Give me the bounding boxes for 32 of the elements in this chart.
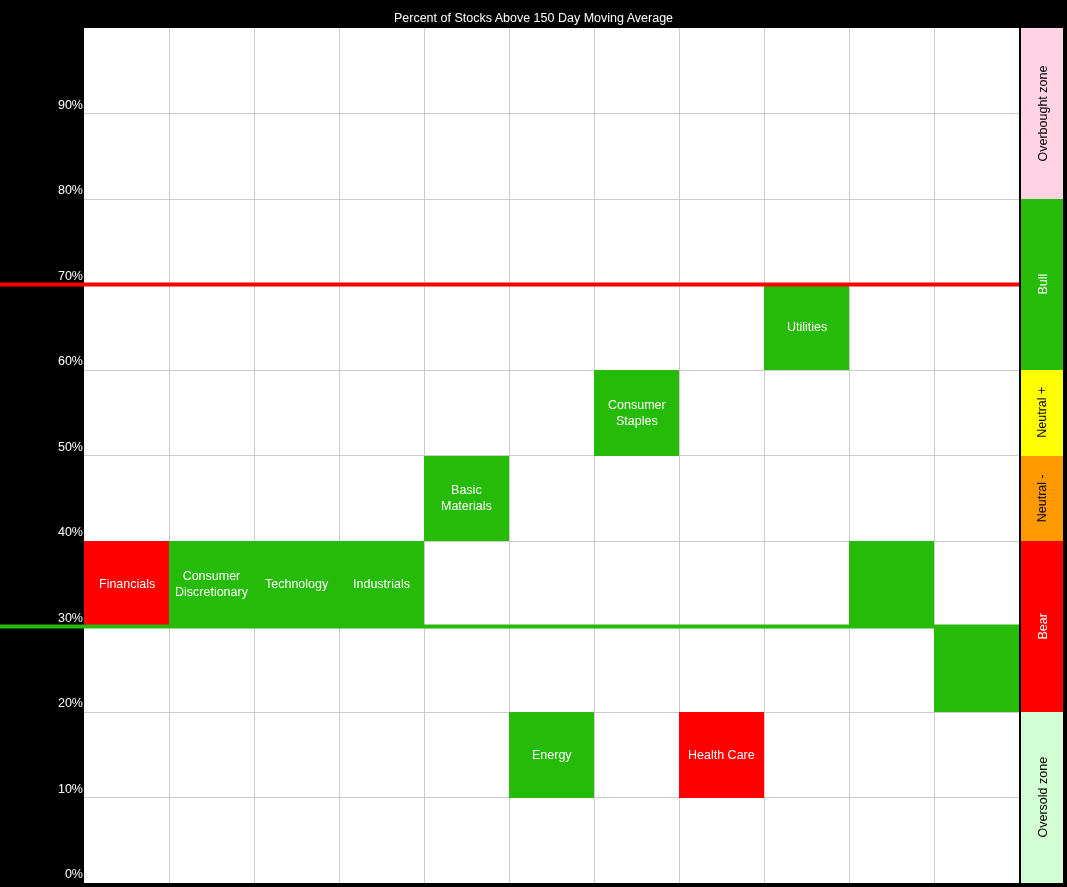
bar (1021, 541, 1063, 712)
bar (1021, 712, 1063, 883)
series-label: Bear (1035, 613, 1050, 640)
y-tick-label: 60% (57, 354, 83, 369)
bar (1021, 28, 1063, 199)
y-tick-label: 80% (57, 183, 83, 198)
category-label: Financials (99, 577, 156, 591)
y-tick-label: 20% (57, 696, 83, 711)
series-label: Neutral - (1034, 474, 1049, 523)
y-tick-label: 70% (57, 268, 83, 283)
series-label: Oversold zone (1035, 756, 1050, 838)
y-tick-label: 10% (57, 781, 83, 796)
y-tick-label: 50% (57, 439, 83, 454)
chart-title: Percent of Stocks Above 150 Day Moving Average (393, 11, 674, 26)
category-label: Technology (265, 577, 329, 591)
category-label: Consumer Staples (608, 398, 666, 429)
y-tick-label: 0% (64, 867, 83, 882)
y-tick-label: 40% (57, 525, 83, 540)
y-tick-label: 90% (57, 97, 83, 112)
category-label: Industrials (353, 577, 410, 591)
category-label: Utilities (787, 320, 828, 334)
y-tick-label: 30% (57, 610, 83, 625)
category-label: Energy (532, 748, 572, 762)
category-label: Basic Materials (441, 483, 492, 514)
bar (1021, 456, 1063, 541)
category-label: Health Care (688, 748, 755, 762)
category-label: Consumer Discretionary (175, 569, 248, 600)
bar (1021, 370, 1063, 456)
series-label: Bull (1035, 273, 1050, 295)
bar (1021, 199, 1063, 370)
series-label: Overbought zone (1035, 65, 1050, 162)
series-label: Neutral + (1035, 386, 1050, 438)
